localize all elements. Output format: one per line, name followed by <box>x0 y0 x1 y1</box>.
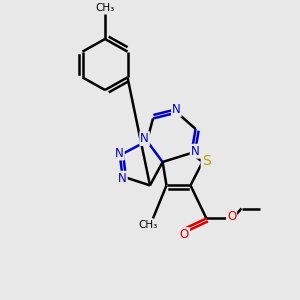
Text: N: N <box>172 103 181 116</box>
Text: N: N <box>190 145 200 158</box>
Text: N: N <box>118 172 127 185</box>
Text: CH₃: CH₃ <box>95 3 115 13</box>
Text: O: O <box>180 228 189 241</box>
Text: CH₃: CH₃ <box>139 220 158 230</box>
Text: N: N <box>140 132 149 145</box>
Text: O: O <box>227 210 236 224</box>
Text: S: S <box>202 154 211 168</box>
Text: N: N <box>115 146 124 160</box>
